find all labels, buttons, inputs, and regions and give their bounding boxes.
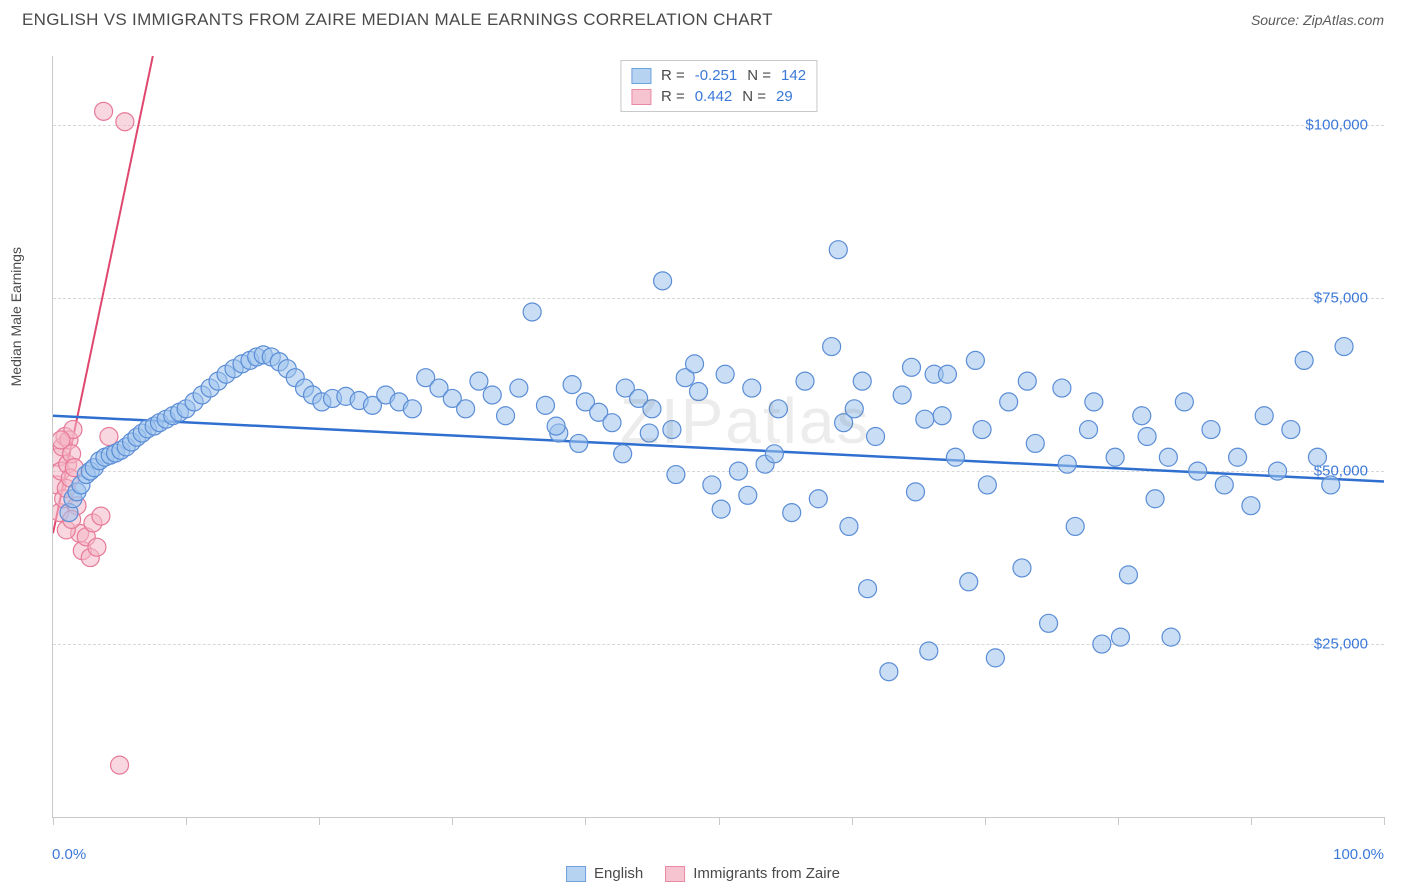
legend-item-english: English (566, 865, 643, 882)
source-attribution: Source: ZipAtlas.com (1251, 12, 1384, 28)
chart-container: Median Male Earnings ZIPatlas R = -0.251… (22, 44, 1384, 852)
scatter-svg (53, 56, 1384, 817)
legend-label: Immigrants from Zaire (693, 865, 840, 882)
legend-row-english: R = -0.251 N = 142 (631, 65, 806, 86)
x-max-label: 100.0% (1333, 846, 1384, 863)
swatch-icon (631, 68, 651, 84)
y-axis-label: Median Male Earnings (8, 247, 24, 386)
r-label: R = (661, 65, 685, 86)
swatch-icon (631, 89, 651, 105)
x-min-label: 0.0% (52, 846, 86, 863)
r-value: -0.251 (695, 65, 738, 86)
legend-label: English (594, 865, 643, 882)
swatch-icon (665, 866, 685, 882)
n-value: 29 (776, 86, 793, 107)
r-value: 0.442 (695, 86, 733, 107)
r-label: R = (661, 86, 685, 107)
plot-area: ZIPatlas R = -0.251 N = 142 R = 0.442 N … (52, 56, 1384, 818)
n-label: N = (742, 86, 766, 107)
chart-title: ENGLISH VS IMMIGRANTS FROM ZAIRE MEDIAN … (22, 10, 773, 30)
correlation-legend: R = -0.251 N = 142 R = 0.442 N = 29 (620, 60, 817, 112)
legend-row-zaire: R = 0.442 N = 29 (631, 86, 806, 107)
legend-item-zaire: Immigrants from Zaire (665, 865, 840, 882)
series-legend: English Immigrants from Zaire (566, 865, 840, 882)
swatch-icon (566, 866, 586, 882)
n-label: N = (747, 65, 771, 86)
n-value: 142 (781, 65, 806, 86)
